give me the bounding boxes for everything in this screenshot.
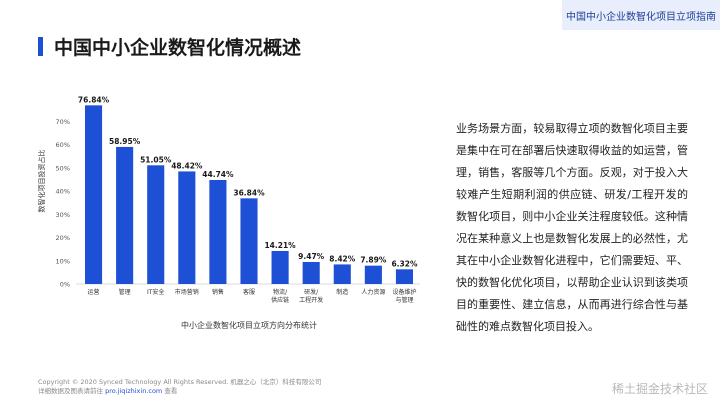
description-text: 业务场景方面，较易取得立项的数智化项目主要是集中在可在部署后快速取得收益的如运营… (456, 122, 688, 333)
y-tick-label: 70% (56, 118, 70, 126)
category-label-4: 销售 (212, 288, 224, 296)
category-label-1: 管理 (119, 288, 131, 296)
copyright-text: Copyright © 2020 Synced Technology All R… (38, 378, 322, 386)
category-label-2: IT安全 (147, 288, 164, 296)
site-watermark: 稀土掘金技术社区 (611, 382, 708, 396)
category-label-7: 研发/ (304, 288, 319, 296)
category-label-8: 制造 (336, 288, 348, 296)
bar-1 (116, 146, 134, 284)
y-axis-label: 数智化项目投资占比 (37, 150, 46, 213)
bar-10 (395, 269, 414, 284)
y-tick-label: 0% (60, 281, 70, 289)
data-label-6: 14.21% (264, 241, 296, 250)
data-label-4: 44.74% (202, 170, 234, 179)
category-label-10: 设备维护 (392, 288, 416, 296)
bar-6 (271, 250, 289, 284)
bar-0 (84, 105, 103, 284)
category-label-3: 市场营销 (175, 288, 199, 296)
bar-3 (178, 171, 196, 284)
more-info-line: 详细数据及图表请前往 pro.jiqizhixin.com 查看 (38, 387, 321, 396)
data-label-0: 76.84% (78, 95, 110, 104)
chart-title: 中小企业数智化项目立项方向分布统计 (181, 320, 317, 330)
y-tick-label: 20% (56, 234, 70, 242)
bar-4 (209, 179, 227, 284)
category-label-6: 供应链 (271, 296, 289, 304)
data-label-9: 7.89% (360, 256, 387, 265)
more-info-suffix: 查看 (164, 387, 178, 395)
bar-chart-svg: 数智化项目投资占比 0% 10% 20% 30% 40% 50% 60% 70% 76.84% 运营… (37, 95, 420, 330)
footer: Copyright © 2020 Synced Technology All R… (38, 378, 321, 396)
page-title: 中国中小企业数智化情况概述 (54, 37, 302, 59)
data-label-7: 9.47% (298, 252, 325, 261)
bar-5 (240, 198, 258, 284)
category-label-5: 客服 (243, 288, 255, 296)
guide-tag: 中国中小企业数智化项目立项指南 (562, 0, 720, 30)
category-label-0: 运营 (88, 288, 100, 296)
category-label-6: 物流/ (273, 288, 288, 296)
bar-8 (333, 264, 351, 284)
category-label-9: 人力资源 (361, 288, 385, 296)
bar-2 (147, 165, 165, 284)
data-label-5: 36.84% (233, 188, 265, 197)
data-label-10: 6.32% (391, 259, 418, 268)
bar-chart: 数智化项目投资占比 0% 10% 20% 30% 40% 50% 60% 70% 76.84% 运营… (30, 88, 430, 338)
y-tick-label: 30% (56, 211, 70, 219)
y-tick-label: 40% (56, 188, 70, 196)
category-label-7: 工程开发 (299, 296, 323, 304)
data-label-1: 58.95% (109, 137, 141, 146)
bar-9 (364, 265, 382, 284)
y-tick-label: 10% (56, 257, 70, 265)
source-link[interactable]: pro.jiqizhixin.com (105, 387, 163, 395)
data-label-8: 8.42% (329, 254, 356, 263)
title-accent-bar (38, 37, 43, 56)
more-info-prefix: 详细数据及图表请前往 (38, 387, 103, 395)
y-tick-label: 60% (56, 141, 70, 149)
data-label-2: 51.05% (140, 155, 172, 164)
y-tick-label: 50% (56, 164, 70, 172)
category-label-10: 与管理 (395, 296, 413, 304)
bar-7 (302, 261, 320, 284)
data-label-3: 48.42% (171, 161, 203, 170)
